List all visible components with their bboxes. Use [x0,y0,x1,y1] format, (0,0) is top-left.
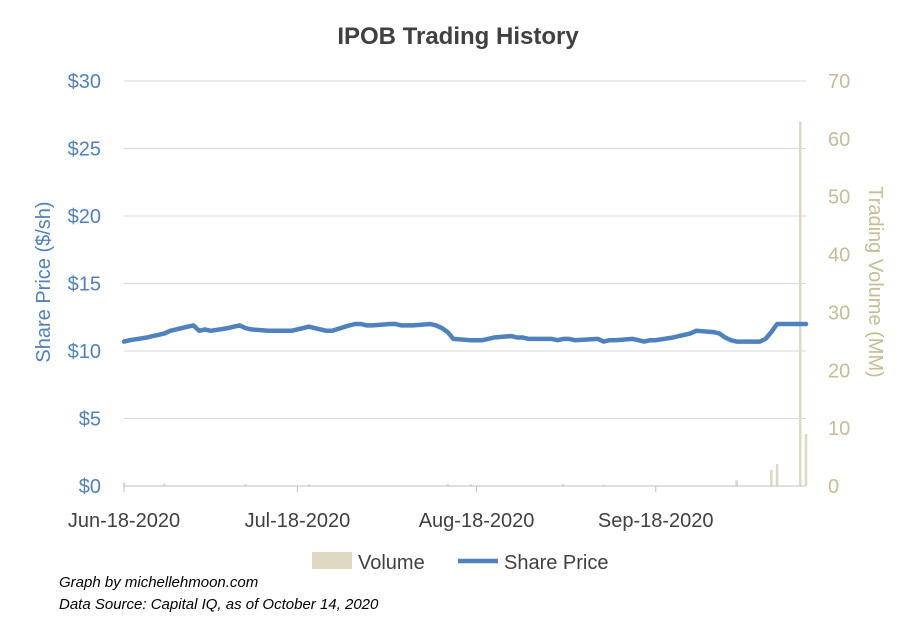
left-tick-label: $5 [79,409,101,431]
volume-bar [307,484,311,486]
left-axis-ticks: $0 $5 $10 $15 $20 $25 $30 [68,71,101,498]
volume-bar [602,484,606,486]
credit-note: Graph by michellehmoon.com [59,574,259,591]
x-tick-label: Jul-18-2020 [245,510,351,532]
share-price-line [121,321,809,344]
right-tick-label: 30 [828,302,850,324]
volume-bar [469,484,473,486]
volume-bar [561,484,565,486]
legend-price-label: Share Price [504,552,609,574]
source-note: Data Source: Capital IQ, as of October 1… [59,596,379,613]
x-tick-label: Sep-18-2020 [598,510,714,532]
right-axis-ticks: 0 10 20 30 40 50 60 70 [828,71,850,498]
x-tick-label: Aug-18-2020 [419,510,535,532]
left-tick-label: $20 [68,206,101,228]
volume-bar [804,433,808,486]
volume-bar [122,482,126,486]
x-axis-ticks: Jun-18-2020 Jul-18-2020 Aug-18-2020 Sep-18-… [68,486,714,532]
right-tick-label: 40 [828,245,850,267]
volume-bar [244,484,247,486]
left-tick-label: $10 [68,341,101,363]
volume-bar [770,469,773,486]
left-tick-label: $25 [68,139,101,161]
left-tick-label: $15 [68,274,101,296]
volume-bar [798,121,802,486]
right-tick-label: 70 [828,71,850,93]
left-tick-label: $0 [79,476,101,498]
right-tick-label: 10 [828,418,850,440]
right-tick-label: 20 [828,360,850,382]
volume-bars [122,121,808,486]
gridlines [124,80,806,419]
volume-bar [446,484,449,486]
legend: Volume Share Price [312,552,609,574]
right-tick-label: 60 [828,129,850,151]
volume-bar [775,464,779,486]
x-tick-label: Jun-18-2020 [68,510,180,532]
left-tick-label: $30 [68,71,101,93]
left-axis-label: Share Price ($/sh) [33,201,55,362]
legend-volume-swatch [312,552,352,569]
volume-bar [735,480,738,486]
right-tick-label: 0 [828,476,839,498]
right-tick-label: 50 [828,187,850,209]
legend-volume-label: Volume [358,552,425,574]
volume-bar [163,483,166,486]
right-axis-label: Trading Volume (MM) [864,186,886,378]
chart-title: IPOB Trading History [337,23,579,50]
